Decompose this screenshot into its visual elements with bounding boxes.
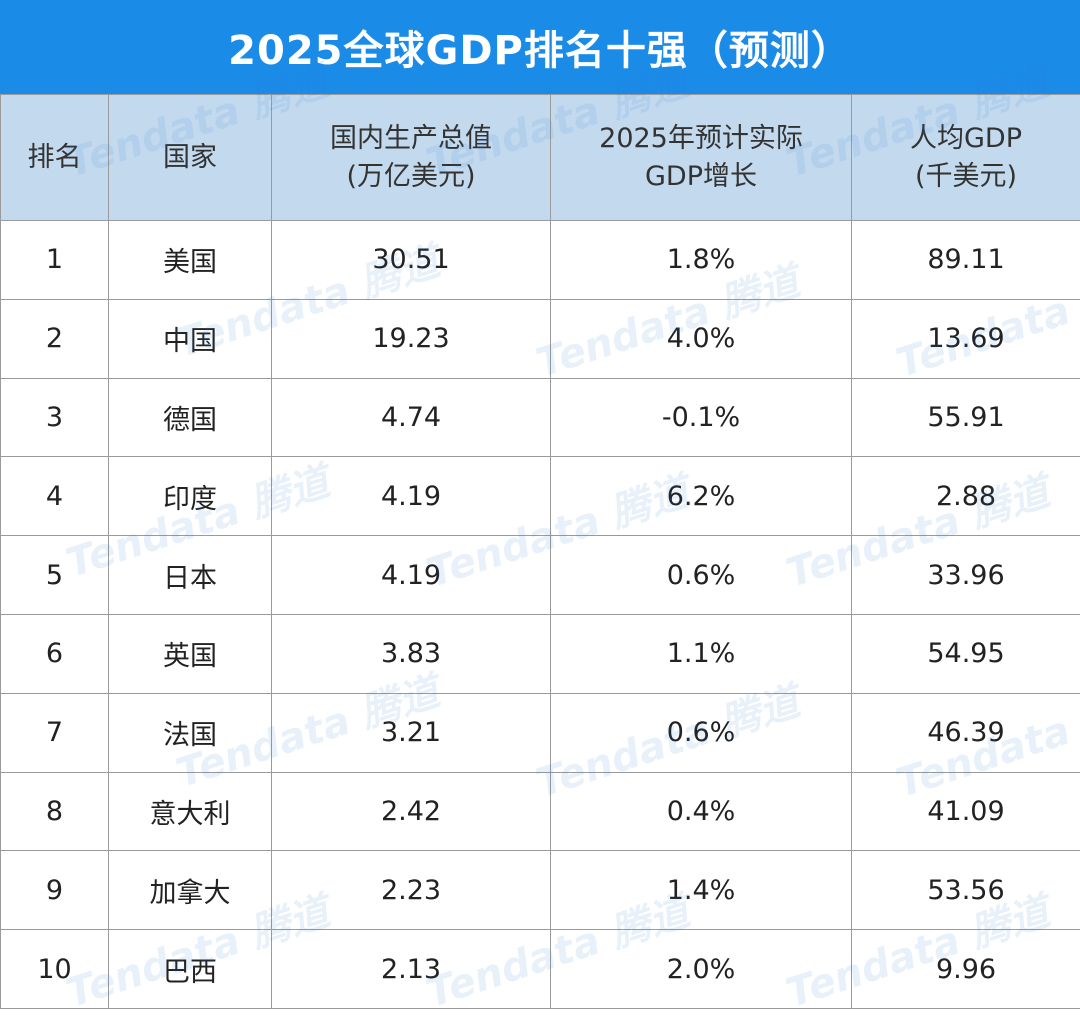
header-gdp: 国内生产总值(万亿美元): [272, 95, 551, 221]
cell-per-capita: 54.95: [852, 614, 1080, 693]
cell-per-capita: 46.39: [852, 693, 1080, 772]
cell-per-capita: 13.69: [852, 299, 1080, 378]
cell-gdp: 30.51: [272, 221, 551, 300]
cell-rank: 6: [1, 614, 109, 693]
cell-rank: 1: [1, 221, 109, 300]
cell-country: 意大利: [109, 772, 272, 851]
cell-per-capita: 89.11: [852, 221, 1080, 300]
cell-growth: 0.6%: [551, 536, 852, 615]
header-country: 国家: [109, 95, 272, 221]
cell-country: 日本: [109, 536, 272, 615]
cell-country: 法国: [109, 693, 272, 772]
table-title: 2025全球GDP排名十强（预测）: [0, 0, 1080, 94]
cell-growth: 1.8%: [551, 221, 852, 300]
cell-gdp: 2.42: [272, 772, 551, 851]
header-gdp-line2: (万亿美元): [272, 158, 550, 196]
cell-growth: 4.0%: [551, 299, 852, 378]
header-per-capita-line1: 人均GDP: [852, 120, 1080, 158]
cell-growth: 1.4%: [551, 851, 852, 930]
cell-gdp: 4.74: [272, 378, 551, 457]
header-per-capita-line2: (千美元): [852, 158, 1080, 196]
cell-gdp: 4.19: [272, 536, 551, 615]
cell-per-capita: 41.09: [852, 772, 1080, 851]
cell-per-capita: 33.96: [852, 536, 1080, 615]
header-per-capita: 人均GDP(千美元): [852, 95, 1080, 221]
cell-per-capita: 2.88: [852, 457, 1080, 536]
cell-gdp: 4.19: [272, 457, 551, 536]
cell-rank: 3: [1, 378, 109, 457]
cell-rank: 4: [1, 457, 109, 536]
header-rank: 排名: [1, 95, 109, 221]
cell-rank: 8: [1, 772, 109, 851]
cell-per-capita: 9.96: [852, 930, 1080, 1009]
cell-rank: 5: [1, 536, 109, 615]
cell-country: 中国: [109, 299, 272, 378]
cell-country: 加拿大: [109, 851, 272, 930]
cell-country: 美国: [109, 221, 272, 300]
cell-gdp: 2.13: [272, 930, 551, 1009]
cell-growth: 0.4%: [551, 772, 852, 851]
header-gdp-line1: 国内生产总值: [272, 120, 550, 158]
cell-growth: 0.6%: [551, 693, 852, 772]
cell-country: 巴西: [109, 930, 272, 1009]
cell-growth: 2.0%: [551, 930, 852, 1009]
cell-per-capita: 53.56: [852, 851, 1080, 930]
cell-gdp: 2.23: [272, 851, 551, 930]
cell-growth: 1.1%: [551, 614, 852, 693]
cell-country: 德国: [109, 378, 272, 457]
cell-country: 印度: [109, 457, 272, 536]
cell-rank: 9: [1, 851, 109, 930]
cell-gdp: 3.21: [272, 693, 551, 772]
cell-rank: 10: [1, 930, 109, 1009]
header-growth-line2: GDP增长: [551, 158, 851, 196]
cell-per-capita: 55.91: [852, 378, 1080, 457]
cell-country: 英国: [109, 614, 272, 693]
cell-gdp: 3.83: [272, 614, 551, 693]
cell-gdp: 19.23: [272, 299, 551, 378]
header-growth-line1: 2025年预计实际: [551, 120, 851, 158]
cell-rank: 7: [1, 693, 109, 772]
cell-growth: -0.1%: [551, 378, 852, 457]
cell-growth: 6.2%: [551, 457, 852, 536]
cell-rank: 2: [1, 299, 109, 378]
